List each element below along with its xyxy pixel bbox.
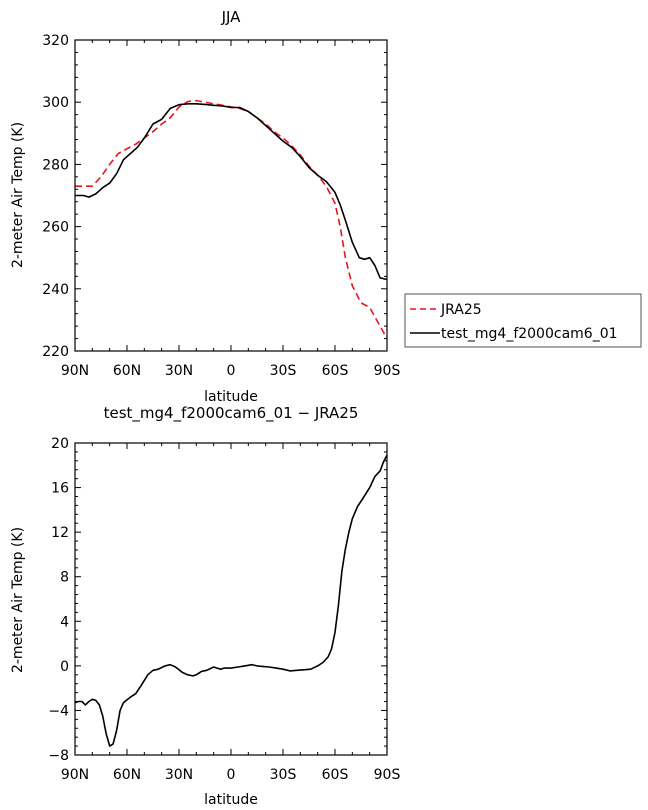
top-series-line-test-mg4-f2000cam6-01	[75, 103, 388, 281]
bottom-y-tick-label: −8	[48, 748, 69, 764]
top-x-tick-labels: 90N 60N 30N 0 30S 60S 90S	[61, 363, 401, 379]
bottom-y-tick-labels: −8 −4 0 4 8 12 16 20	[48, 436, 69, 764]
top-y-tick-label: 320	[42, 33, 69, 49]
top-x-tick-label: 30S	[270, 363, 297, 379]
legend-box	[404, 293, 642, 348]
top-y-tick-label: 260	[42, 220, 69, 236]
top-y-tick-label: 280	[42, 157, 69, 173]
bottom-y-tick-label: 12	[51, 525, 69, 541]
bottom-chart-title: test_mg4_f2000cam6_01 − JRA25	[104, 404, 359, 423]
top-y-tick-label: 300	[42, 95, 69, 111]
top-series-group	[75, 99, 388, 339]
bottom-series-line-difference	[74, 454, 388, 747]
legend: JRA25 test_mg4_f2000cam6_01	[404, 293, 642, 348]
top-y-axis-label: 2-meter Air Temp (K)	[10, 122, 26, 268]
top-x-tick-label: 30N	[165, 363, 193, 379]
top-x-tick-label: 90N	[61, 363, 89, 379]
top-series-line-jra25	[75, 99, 388, 339]
bottom-y-tick-label: 8	[60, 570, 69, 586]
top-y-tick-labels: 220 240 260 280 300 320	[42, 33, 69, 360]
top-plot-frame	[74, 39, 388, 352]
top-x-axis-label: latitude	[204, 389, 258, 405]
bottom-y-tick-label: −4	[48, 703, 69, 719]
bottom-x-tick-label: 30S	[270, 767, 297, 783]
top-x-tick-label: 60S	[322, 363, 349, 379]
bottom-x-tick-labels: 90N 60N 30N 0 30S 60S 90S	[61, 767, 401, 783]
top-y-tick-label: 220	[42, 344, 69, 360]
bottom-x-tick-label: 60N	[113, 767, 141, 783]
top-x-tick-label: 90S	[374, 363, 401, 379]
bottom-x-tick-label: 60S	[322, 767, 349, 783]
bottom-x-tick-label: 90S	[374, 767, 401, 783]
top-x-tick-label: 60N	[113, 363, 141, 379]
bottom-y-tick-label: 4	[60, 614, 69, 630]
bottom-panel: test_mg4_f2000cam6_01 − JRA25 −8 −4 0 4 8 12 1…	[10, 404, 400, 808]
bottom-y-axis-label: 2-meter Air Temp (K)	[10, 527, 26, 673]
top-axis-ticks	[74, 39, 388, 352]
top-y-tick-label: 240	[42, 282, 69, 298]
bottom-x-axis-label: latitude	[204, 792, 258, 808]
legend-label-jra25: JRA25	[440, 302, 482, 318]
bottom-x-tick-label: 30N	[165, 767, 193, 783]
top-chart-title: JJA	[221, 8, 242, 26]
bottom-y-tick-label: 16	[51, 481, 69, 497]
bottom-y-tick-label: 0	[60, 659, 69, 675]
bottom-x-tick-label: 90N	[61, 767, 89, 783]
bottom-x-tick-label: 0	[227, 767, 236, 783]
bottom-series-group	[74, 454, 388, 747]
bottom-plot-frame	[74, 442, 388, 756]
legend-label-test-model: test_mg4_f2000cam6_01	[441, 326, 618, 342]
bottom-y-tick-label: 20	[51, 436, 69, 452]
top-x-tick-label: 0	[227, 363, 236, 379]
